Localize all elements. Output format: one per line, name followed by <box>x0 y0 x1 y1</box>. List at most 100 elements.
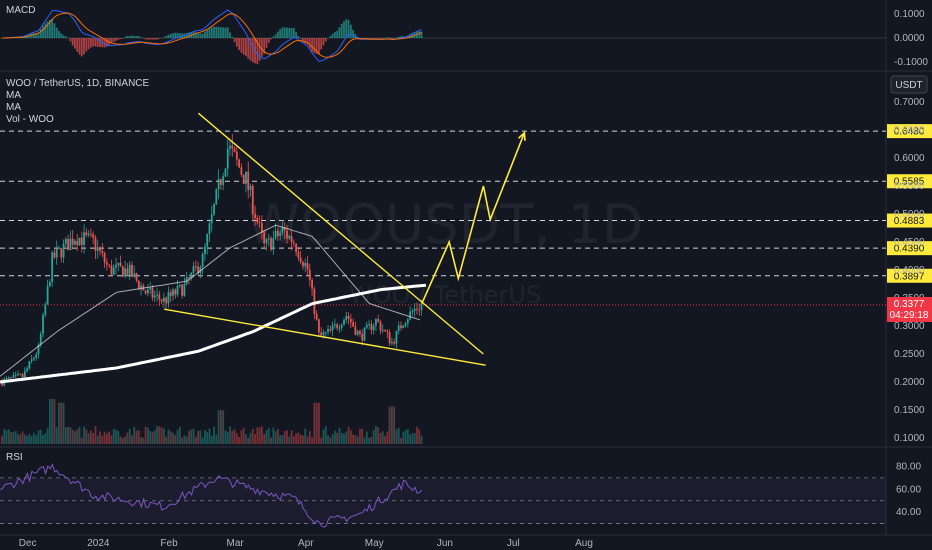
macd-histogram-bar <box>322 38 325 46</box>
volume-bar <box>384 435 386 444</box>
indicator-ma-slow[interactable]: MA <box>6 90 21 101</box>
macd-histogram-bar <box>188 32 190 38</box>
volume-bar <box>388 406 391 444</box>
macd-histogram-bar <box>204 31 206 38</box>
macd-line[interactable] <box>1 9 422 62</box>
currency-button[interactable] <box>890 75 928 94</box>
volume-bar <box>240 430 243 444</box>
macd-histogram-bar <box>133 35 136 38</box>
candle-body <box>94 237 97 251</box>
macd-histogram-bar <box>105 38 108 47</box>
macd-histogram-bar <box>386 37 389 39</box>
time-axis[interactable]: Dec 2024 Feb Mar Apr May Jun Jul Aug <box>19 538 593 549</box>
candle-body <box>242 174 245 185</box>
macd-histogram-bar <box>379 38 382 39</box>
time-tick-label: Mar <box>227 538 245 549</box>
candle-body <box>406 319 409 324</box>
volume-bar <box>115 429 117 444</box>
indicator-ma-fast[interactable]: MA <box>6 102 21 113</box>
moving-averages <box>0 224 427 384</box>
trendlines[interactable] <box>164 112 526 366</box>
candle-body <box>62 243 65 258</box>
candle-body <box>131 264 133 277</box>
macd-histogram-bar <box>69 38 72 42</box>
time-tick-label: Aug <box>575 538 593 549</box>
macd-histogram-bar <box>286 27 288 38</box>
macd-histogram-bar <box>267 38 270 43</box>
candle-body <box>178 284 181 287</box>
macd-histogram-bar <box>231 36 234 38</box>
candle-body <box>19 374 22 376</box>
candle-body <box>192 266 195 273</box>
macd-title[interactable]: MACD <box>6 5 35 16</box>
macd-histogram-bar <box>304 38 307 44</box>
candle-body <box>238 159 241 168</box>
trendline-lower[interactable] <box>164 308 486 366</box>
rsi-line[interactable] <box>0 463 423 528</box>
volume-bar <box>149 431 152 444</box>
volume-bar <box>185 436 188 444</box>
main-title[interactable]: WOO / TetherUS, 1D, BINANCE <box>6 78 150 89</box>
volume-bar <box>131 435 133 444</box>
candle-body <box>247 171 250 190</box>
candle-body <box>64 238 67 244</box>
macd-histogram-bar <box>340 23 343 38</box>
macd-histogram-bar <box>311 38 313 52</box>
candle-body <box>71 238 74 245</box>
macd-histogram-bar <box>375 38 377 39</box>
candle-body <box>356 331 359 335</box>
candle-body <box>144 290 147 294</box>
macd-histogram-bar <box>149 38 152 40</box>
macd-histogram-bar <box>197 32 199 38</box>
projection-path[interactable] <box>421 132 526 304</box>
candle-body <box>58 247 60 249</box>
macd-histogram-bar <box>299 38 302 40</box>
volume-bar <box>281 434 284 444</box>
volume-bar <box>46 428 49 444</box>
volume-bar <box>53 399 56 444</box>
volume-bar <box>90 430 92 444</box>
volume-bar <box>292 436 295 444</box>
volume-bar <box>58 402 60 444</box>
macd-histogram-bar <box>158 38 161 39</box>
candle-body <box>90 233 92 235</box>
macd-histogram-bar <box>99 38 101 48</box>
macd-histogram-bar <box>48 19 51 38</box>
indicator-volume[interactable]: Vol - WOO <box>6 114 54 125</box>
macd-histogram-bar <box>333 32 336 38</box>
macd-signal-line[interactable] <box>2 12 422 58</box>
macd-histogram-bar <box>249 38 252 61</box>
volume-bar <box>372 429 375 444</box>
volume-bar <box>333 430 336 444</box>
macd-histogram-bar <box>363 38 366 39</box>
candle-body <box>320 332 323 336</box>
volume-bar <box>331 434 334 444</box>
candle-body <box>377 319 380 322</box>
macd-histogram-bar <box>71 38 74 46</box>
candle-body <box>206 234 209 247</box>
rsi-title[interactable]: RSI <box>6 452 23 463</box>
volume-bar <box>354 435 357 444</box>
macd-histogram-bar <box>215 26 218 38</box>
price-axis[interactable]: 0.7000 0.6500 0.6000 0.5500 0.5000 0.4500 0.40… <box>894 9 928 518</box>
volume-bar <box>167 429 170 444</box>
currency-button-label: USDT <box>895 80 922 91</box>
ma-slow-line[interactable] <box>0 283 427 384</box>
watermark-symbol: WOOUSDT, 1D <box>246 193 643 256</box>
macd-histogram-bar <box>279 29 282 38</box>
candle-body <box>375 319 377 326</box>
volume-bar <box>213 426 215 444</box>
macd-histogram-bar <box>37 33 40 38</box>
candle-body <box>183 284 186 296</box>
ma-fast-line[interactable] <box>0 224 421 377</box>
candle-body <box>329 328 332 331</box>
candle-body <box>354 326 357 335</box>
price-tick-label: 0.2000 <box>894 377 925 388</box>
volume-bar <box>33 432 35 444</box>
target-level-label: 0.4883 <box>894 216 925 227</box>
candle-body <box>397 325 400 331</box>
macd-histogram-bar <box>156 38 158 40</box>
macd-histogram-bar <box>140 37 142 38</box>
trendline-upper[interactable] <box>197 112 484 355</box>
